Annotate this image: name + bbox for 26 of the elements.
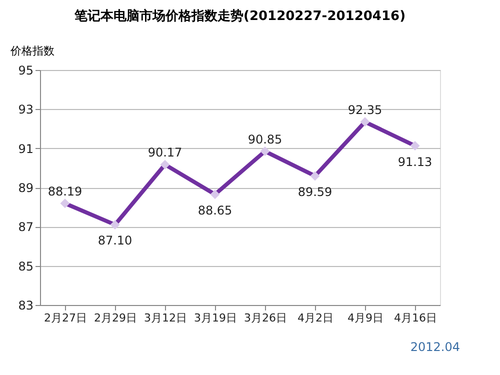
x-tick-label: 4月2日	[298, 312, 334, 324]
x-tick-label: 4月16日	[394, 312, 437, 324]
data-label: 89.59	[298, 184, 332, 199]
data-label: 92.35	[348, 102, 382, 117]
x-tick-label: 3月19日	[194, 312, 237, 324]
y-tick-label: 89	[18, 181, 34, 195]
data-label: 91.13	[398, 154, 432, 169]
text: 2012.04	[410, 340, 460, 354]
y-tick-label: 91	[18, 142, 34, 156]
y-axis-title: 价格指数	[10, 44, 54, 58]
y-tick-label: 83	[18, 298, 34, 312]
data-label: 90.17	[148, 146, 182, 160]
y-tick-label: 95	[18, 64, 34, 78]
x-tick-label: 3月12日	[144, 312, 187, 324]
data-label: 87.10	[98, 234, 132, 248]
data-label: 88.19	[48, 184, 82, 198]
x-tick-label: 4月9日	[348, 312, 384, 324]
y-tick-label: 87	[18, 220, 34, 234]
chart-title: 笔记本电脑市场价格指数走势(20120227-20120416)	[73, 8, 406, 24]
x-tick-label: 3月26日	[244, 312, 287, 324]
x-tick-label: 2月29日	[94, 312, 137, 324]
y-tick-label: 93	[18, 102, 34, 117]
data-label: 90.85	[248, 132, 282, 146]
y-tick-label: 85	[18, 259, 34, 274]
data-label: 88.65	[198, 203, 232, 218]
x-tick-label: 2月27日	[44, 312, 87, 324]
